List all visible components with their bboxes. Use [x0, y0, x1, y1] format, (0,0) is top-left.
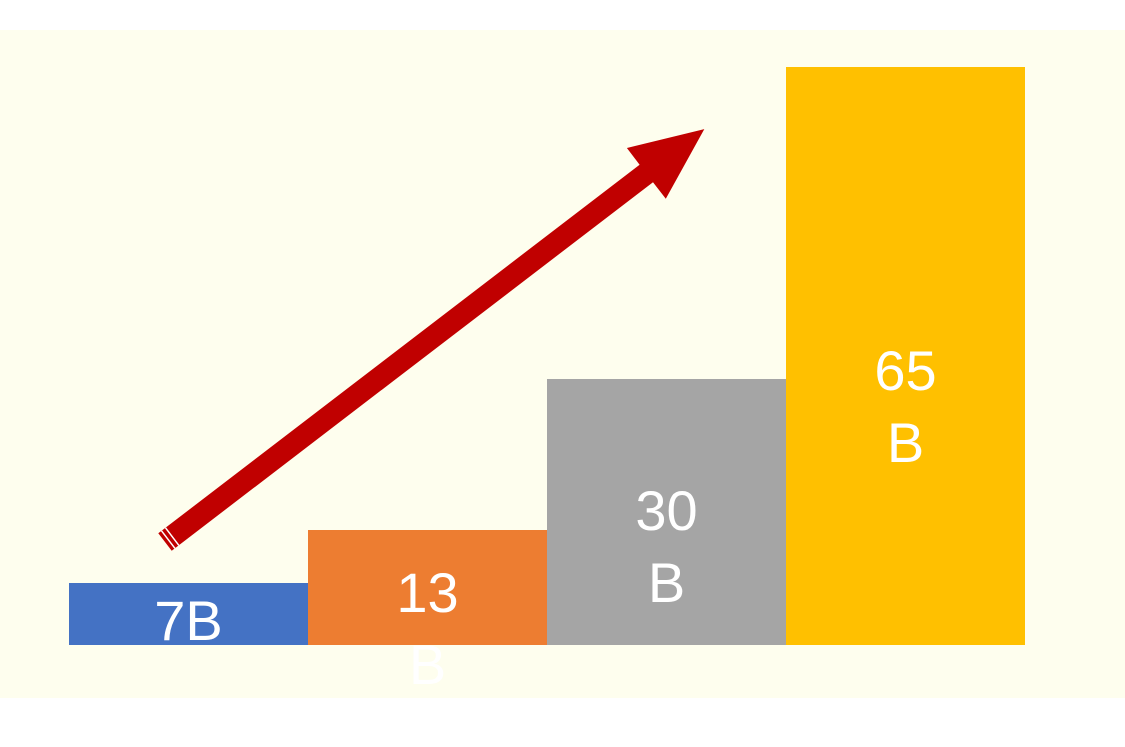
trend-arrow-shape: [158, 129, 705, 551]
bar-13b: [308, 530, 547, 645]
trend-arrow-tail-stripe-2: [164, 527, 180, 546]
trend-arrow-tail-stripe-1: [160, 530, 176, 549]
bar-label-30b-line-2: B: [648, 551, 685, 614]
bar-7b: [69, 583, 308, 645]
bars-group: [69, 67, 1025, 645]
bar-label-7b-line-1: 7B: [154, 589, 223, 652]
bar-65b: [786, 67, 1025, 645]
bar-label-13b-line-2: B: [409, 633, 446, 696]
bar-label-65b-line-1: 65: [874, 339, 936, 402]
bar-label-65b-line-2: B: [887, 411, 924, 474]
bar-30b: [547, 379, 786, 645]
bar-labels-group: 7B 13 B 30 B 65 B: [154, 339, 936, 696]
bar-label-13b-line-1: 13: [396, 561, 458, 624]
trend-arrow-icon: [158, 129, 705, 551]
bar-label-30b-line-1: 30: [635, 479, 697, 542]
